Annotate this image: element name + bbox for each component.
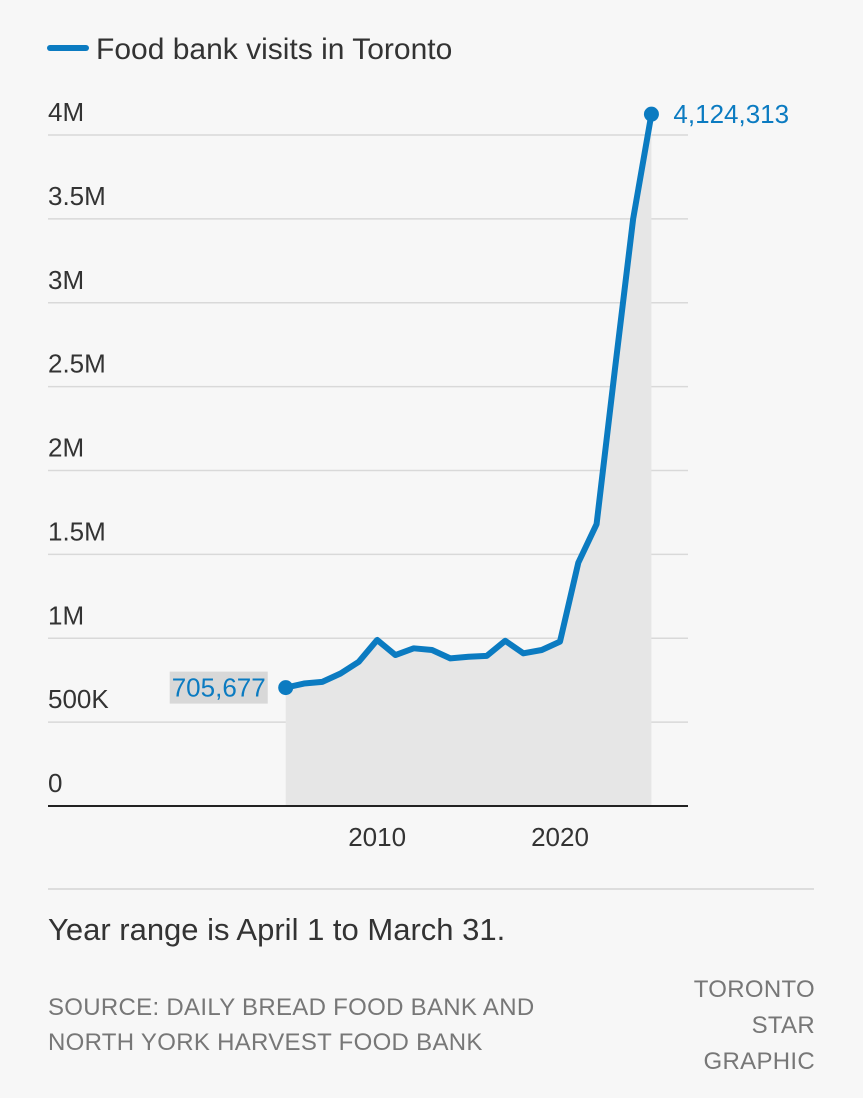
y-tick-label: 2.5M xyxy=(48,349,106,379)
endpoint-dot xyxy=(643,106,659,122)
credit-line: STAR xyxy=(751,1012,815,1039)
series-layer xyxy=(282,111,655,691)
annotations: 705,677 4,124,313 xyxy=(169,99,789,704)
y-tick-label: 0 xyxy=(48,768,62,798)
footer-divider xyxy=(48,888,814,890)
x-tick-label: 2020 xyxy=(531,822,589,852)
chart-note: Year range is April 1 to March 31. xyxy=(48,912,506,947)
source-credit: SOURCE: DAILY BREAD FOOD BANK AND NORTH … xyxy=(48,990,608,1060)
y-tick-label: 2M xyxy=(48,433,84,463)
y-tick-label: 1.5M xyxy=(48,516,106,546)
y-tick-label: 4M xyxy=(48,97,84,127)
y-tick-label: 3M xyxy=(48,265,84,295)
y-tick-label: 500K xyxy=(48,684,109,714)
publisher-credit: TORONTO STAR GRAPHIC xyxy=(615,972,815,1080)
source-line: SOURCE: DAILY BREAD FOOD BANK AND xyxy=(48,994,535,1021)
area-fill-layer xyxy=(285,114,652,807)
series-area xyxy=(285,114,652,807)
credit-line: GRAPHIC xyxy=(703,1048,815,1075)
legend-label: Food bank visits in Toronto xyxy=(96,33,452,66)
endpoint-dot xyxy=(278,680,294,696)
axes: 0 500K 1M 1.5M 2M 2.5M 3M 3.5M 4M 2010 2020 xyxy=(48,97,688,852)
end-value-label: 4,124,313 xyxy=(673,99,789,129)
credit-line: TORONTO xyxy=(693,976,815,1003)
y-tick-label: 3.5M xyxy=(48,181,106,211)
x-tick-label: 2010 xyxy=(348,822,406,852)
source-line: NORTH YORK HARVEST FOOD BANK xyxy=(48,1029,483,1056)
line-chart: Food bank visits in Toronto 0 500K 1M 1.5M 2… xyxy=(47,33,789,852)
gridlines xyxy=(48,134,688,723)
series-line xyxy=(282,111,655,691)
chart-legend: Food bank visits in Toronto xyxy=(47,33,452,66)
y-tick-label: 1M xyxy=(48,600,84,630)
start-value-label: 705,677 xyxy=(172,673,266,703)
start-value-highlight xyxy=(169,671,268,704)
